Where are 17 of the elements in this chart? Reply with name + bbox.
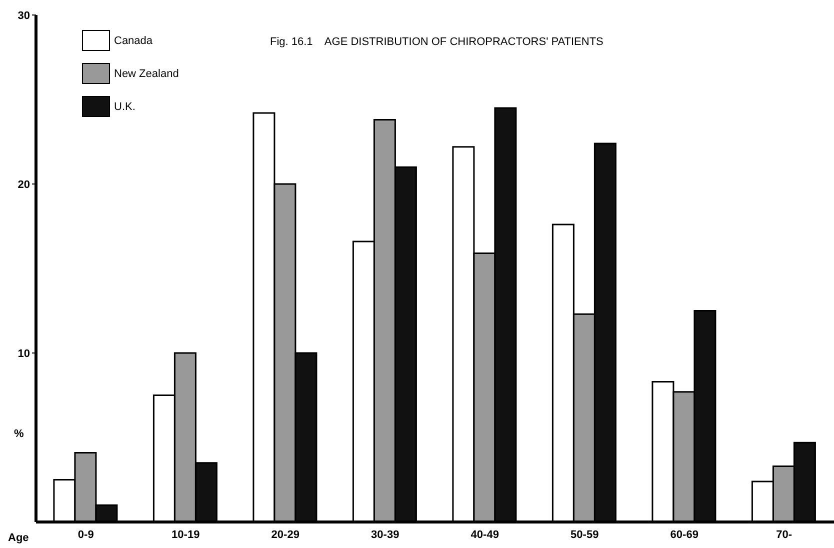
y-tick-label: 30 bbox=[18, 10, 30, 22]
y-tick-label: 10 bbox=[18, 348, 30, 360]
legend-label: U.K. bbox=[114, 100, 136, 112]
text: Fig. 16.1 AGE DISTRIBUTION OF CHIROPRACTORS' PATIENTS bbox=[270, 36, 604, 48]
y-axis-title: % bbox=[14, 428, 24, 440]
x-axis-title: Age bbox=[8, 532, 29, 544]
x-tick-label: 40-49 bbox=[470, 528, 499, 541]
x-tick-label: 30-39 bbox=[371, 528, 400, 541]
x-tick-label: 60-69 bbox=[670, 528, 698, 541]
x-tick-label: 70- bbox=[776, 528, 792, 541]
y-tick-label: 20 bbox=[18, 178, 30, 191]
x-tick-label: 0-9 bbox=[78, 528, 94, 541]
x-tick-label: 20-29 bbox=[271, 528, 300, 541]
legend-label: New Zealand bbox=[114, 68, 179, 80]
x-tick-label: 10-19 bbox=[172, 528, 200, 541]
x-tick-label: 50-59 bbox=[570, 528, 599, 541]
legend-label: Canada bbox=[114, 34, 153, 46]
